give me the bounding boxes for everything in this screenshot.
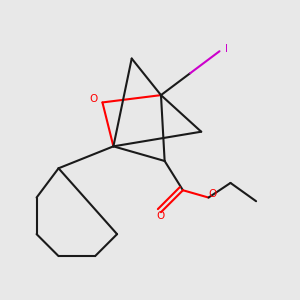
Text: O: O [208, 189, 216, 199]
Text: O: O [89, 94, 98, 104]
Text: I: I [225, 44, 228, 54]
Text: O: O [157, 211, 165, 221]
